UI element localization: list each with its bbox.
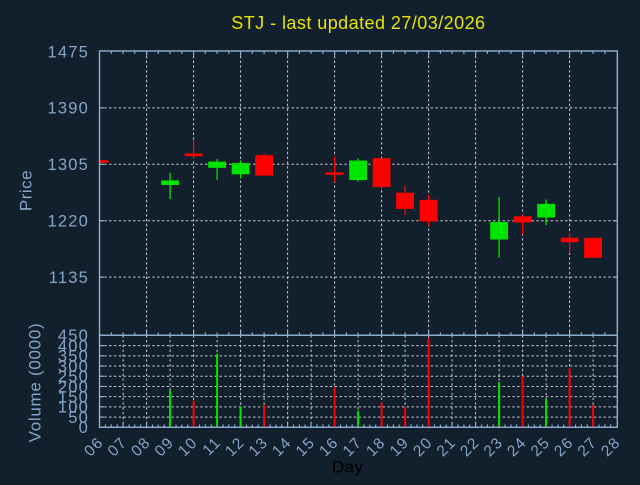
svg-text:200: 200 [58,378,89,396]
svg-text:Price: Price [16,170,35,211]
svg-text:1475: 1475 [47,43,89,61]
svg-text:450: 450 [58,327,89,345]
svg-text:300: 300 [58,358,89,376]
svg-text:250: 250 [58,368,89,386]
svg-text:400: 400 [58,337,89,355]
svg-text:Volume (0000): Volume (0000) [26,323,45,443]
svg-text:1220: 1220 [47,213,89,231]
svg-text:100: 100 [58,399,89,417]
svg-text:0: 0 [79,419,89,437]
svg-text:1305: 1305 [47,156,89,174]
svg-text:1390: 1390 [47,100,89,118]
svg-text:50: 50 [68,409,89,427]
svg-text:STJ - last updated 27/03/2026: STJ - last updated 27/03/2026 [231,13,485,33]
svg-text:150: 150 [58,389,89,407]
svg-text:350: 350 [58,348,89,366]
svg-text:1135: 1135 [49,269,89,287]
svg-text:Day: Day [332,458,363,477]
